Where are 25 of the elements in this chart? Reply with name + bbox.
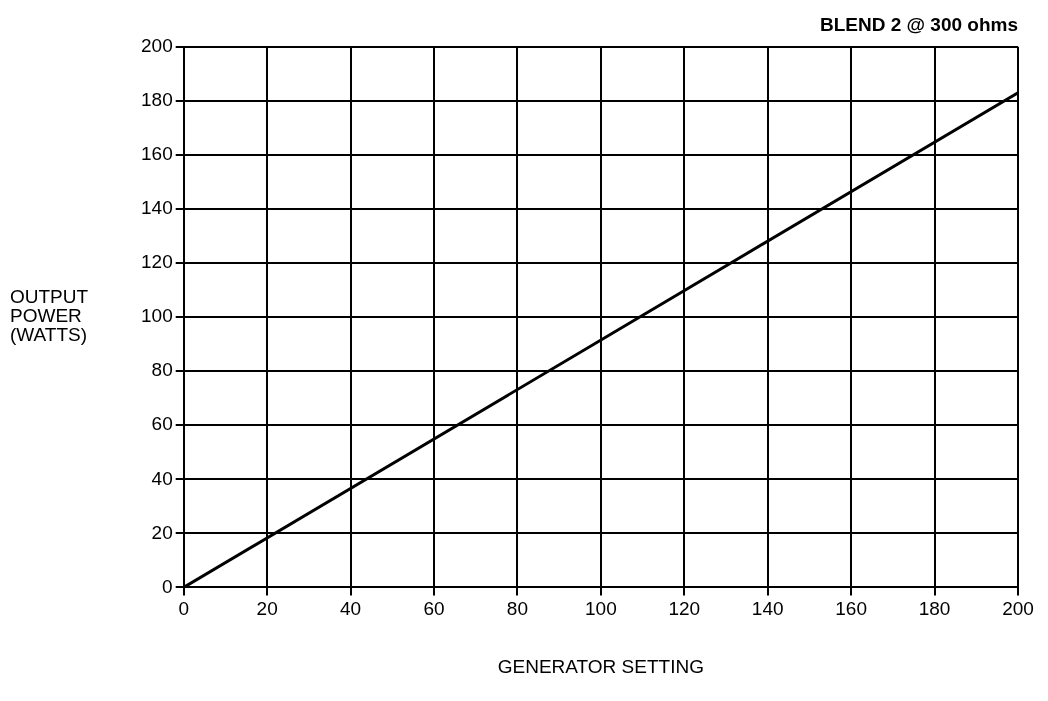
x-tick-label: 100	[585, 598, 617, 620]
y-tick-label: 20	[151, 521, 173, 543]
chart-title: BLEND 2 @ 300 ohms	[819, 13, 1018, 35]
x-tick-label: 140	[751, 598, 784, 620]
y-tick-label: 100	[141, 305, 173, 327]
y-tick-label: 60	[151, 413, 173, 435]
y-axis-title: OUTPUT POWER (WATTS)	[10, 286, 89, 346]
x-axis-title: GENERATOR SETTING	[497, 655, 704, 677]
y-tick-label: 180	[141, 89, 173, 111]
y-tick-label: 140	[141, 197, 173, 219]
x-tick-label: 60	[423, 598, 445, 620]
x-tick-label: 20	[256, 598, 278, 620]
x-tick-label: 180	[918, 598, 951, 620]
x-tick-label: 0	[178, 598, 189, 620]
x-tick-label: 160	[835, 598, 867, 620]
y-tick-label: 160	[141, 143, 173, 165]
x-tick-label: 80	[506, 598, 528, 620]
y-tick-label: 80	[151, 359, 173, 381]
y-tick-label: 200	[141, 35, 173, 57]
y-tick-label: 40	[151, 467, 173, 489]
y-tick-label: 120	[141, 251, 173, 273]
y-tick-label: 0	[162, 575, 173, 597]
x-tick-label: 40	[339, 598, 362, 620]
x-tick-label: 200	[1002, 598, 1034, 620]
x-tick-label: 120	[668, 598, 701, 620]
